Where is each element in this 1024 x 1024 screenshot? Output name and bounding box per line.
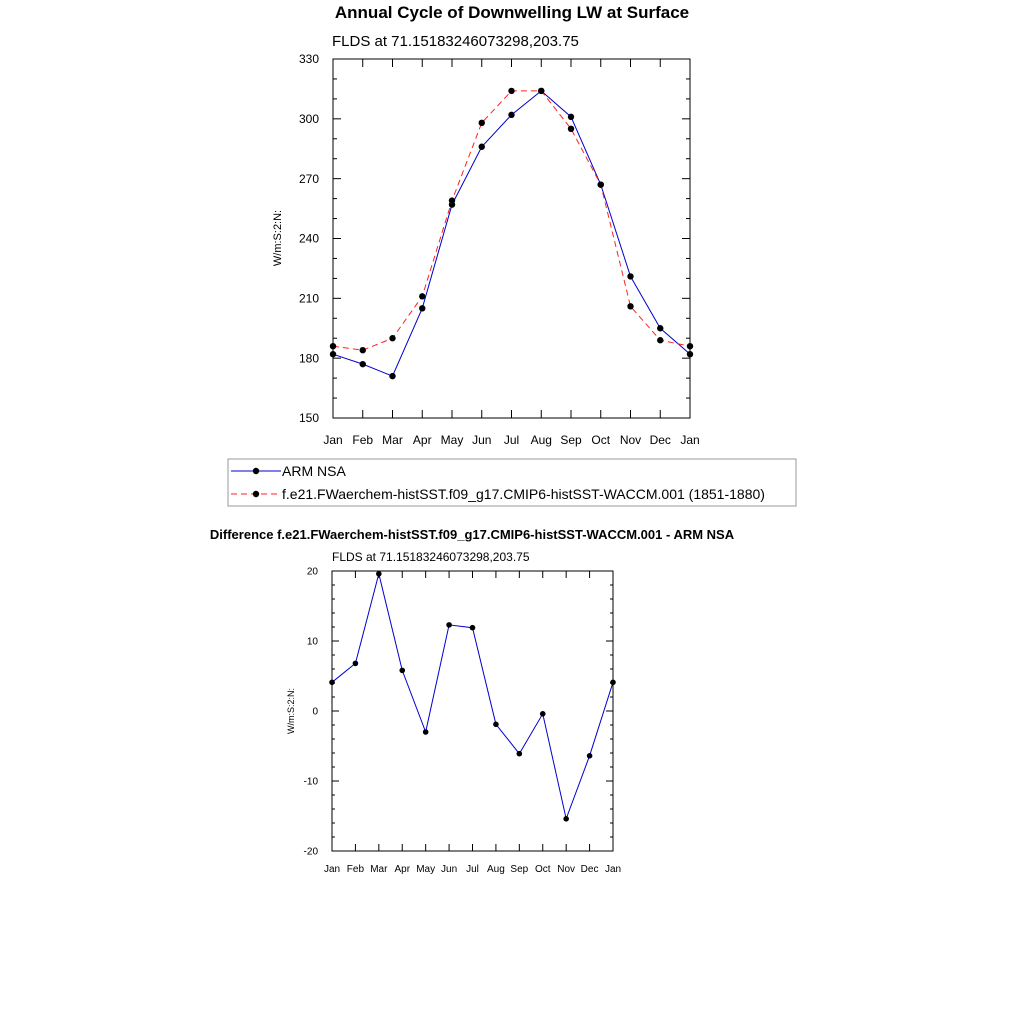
chart2-xtick-label: May xyxy=(416,864,435,875)
chart1-xtick-label: Apr xyxy=(413,433,432,447)
annual-cycle-chart: Annual Cycle of Downwelling LW at Surfac… xyxy=(272,3,700,447)
chart1-xtick-label: Jan xyxy=(323,433,342,447)
chart1-series-1-point xyxy=(508,87,515,95)
chart2-ylabel: W/m:S:2:N: xyxy=(286,688,296,734)
legend-box xyxy=(227,458,797,507)
chart1-xtick-label: Aug xyxy=(531,433,552,447)
chart2-plot-frame xyxy=(331,570,614,852)
legend-label-model: f.e21.FWaerchem-histSST.f09_g17.CMIP6-hi… xyxy=(282,486,765,502)
legend-marker-arm-nsa xyxy=(252,467,260,475)
chart1-series-0-point xyxy=(389,372,396,380)
chart2-ytick-label: 20 xyxy=(307,567,319,578)
difference-chart: Difference f.e21.FWaerchem-histSST.f09_g… xyxy=(210,527,735,875)
chart2-series-0-point xyxy=(516,750,523,757)
chart1-legend: ARM NSA f.e21.FWaerchem-histSST.f09_g17.… xyxy=(227,458,797,507)
chart1-xtick-label: Dec xyxy=(650,433,671,447)
chart2-series-line-0 xyxy=(331,573,614,821)
chart1-series-0-point xyxy=(686,350,694,358)
chart1-series-0-point xyxy=(359,360,366,368)
chart1-series-line-1 xyxy=(332,90,691,351)
chart1-series-1-point xyxy=(627,303,634,310)
chart2-series-0-point xyxy=(329,679,335,686)
chart2-ytick-label: 10 xyxy=(307,637,319,648)
chart2-ytick-label: 0 xyxy=(312,707,318,718)
chart1-subtitle: FLDS at 71.15183246073298,203.75 xyxy=(332,33,579,50)
chart1-xtick-label: Feb xyxy=(352,433,373,447)
chart1-title: Annual Cycle of Downwelling LW at Surfac… xyxy=(335,3,689,22)
chart2-xtick-label: Jan xyxy=(324,864,340,875)
chart1-series-0-point xyxy=(657,325,664,332)
chart1-series-line-0 xyxy=(332,90,691,377)
legend-label-arm-nsa: ARM NSA xyxy=(282,463,346,479)
chart2-series-0-point xyxy=(352,660,359,667)
chart2-xtick-label: Feb xyxy=(347,864,365,875)
chart2-xtick-label: Apr xyxy=(394,864,410,875)
chart1-ytick-label: 270 xyxy=(299,172,319,186)
chart1-series-1-point xyxy=(478,119,485,127)
chart2-ytick-label: -20 xyxy=(304,847,319,858)
chart1-series-1-point xyxy=(538,87,545,95)
chart2-xtick-label: Sep xyxy=(510,864,528,875)
chart1-series-1-point xyxy=(419,293,426,300)
chart2-title: Difference f.e21.FWaerchem-histSST.f09_g… xyxy=(210,527,735,542)
chart1-series-0-point xyxy=(419,305,426,312)
chart1-series-0-point xyxy=(478,143,485,150)
chart2-xtick-label: Jan xyxy=(605,864,621,875)
chart2-series-0-point xyxy=(399,667,406,674)
chart2-xtick-label: Mar xyxy=(370,864,388,875)
chart1-series-1-point xyxy=(597,181,604,188)
chart2-xtick-label: Oct xyxy=(535,864,551,875)
chart1-series-1-point xyxy=(359,346,366,354)
chart1-series-1-point xyxy=(686,343,694,350)
chart1-series-1-point xyxy=(567,125,575,133)
chart1-xtick-label: Nov xyxy=(620,433,641,447)
chart1-ytick-label: 300 xyxy=(299,112,319,126)
chart1-xtick-label: Mar xyxy=(382,433,403,447)
chart1-series-1-point xyxy=(657,337,664,344)
chart2-series-0-point xyxy=(493,721,499,728)
chart2-series-0-point xyxy=(610,679,616,686)
chart1-ytick-label: 150 xyxy=(299,411,319,425)
chart2-series-0-point xyxy=(422,729,429,735)
chart1-series-1-point xyxy=(389,335,396,342)
chart1-xtick-label: Oct xyxy=(591,433,610,447)
chart2-series-0-point xyxy=(469,624,476,631)
chart2-series-0-point xyxy=(446,622,452,628)
chart2-xtick-label: Dec xyxy=(581,864,599,875)
chart2-series-0-point xyxy=(376,571,382,577)
chart1-series-0-point xyxy=(627,273,634,280)
chart1-xtick-label: Jun xyxy=(472,433,491,447)
chart1-xtick-label: May xyxy=(441,433,464,447)
chart1-ytick-label: 240 xyxy=(299,232,319,246)
chart1-ylabel: W/m:S:2:N: xyxy=(272,210,284,266)
chart1-xtick-label: Jan xyxy=(680,433,699,447)
chart2-series-0-point xyxy=(563,816,569,822)
chart1-ytick-label: 210 xyxy=(299,292,319,306)
chart2-xtick-label: Jul xyxy=(466,864,479,875)
chart2-ytick-label: -10 xyxy=(304,777,319,788)
chart2-xtick-label: Jun xyxy=(441,864,457,875)
chart2-xtick-label: Aug xyxy=(487,864,505,875)
chart1-ytick-label: 330 xyxy=(299,52,319,66)
legend-marker-model xyxy=(252,490,260,498)
chart1-ytick-label: 180 xyxy=(299,351,319,365)
chart1-series-1-point xyxy=(448,197,456,204)
chart2-subtitle: FLDS at 71.15183246073298,203.75 xyxy=(332,550,530,564)
chart1-series-0-point xyxy=(329,350,337,358)
chart1-series-0-point xyxy=(508,111,515,119)
chart2-series-0-point xyxy=(539,711,546,717)
chart1-xtick-label: Jul xyxy=(504,433,519,447)
chart1-series-1-point xyxy=(329,343,337,350)
chart2-series-0-point xyxy=(586,753,593,759)
chart1-xtick-label: Sep xyxy=(560,433,582,447)
chart1-series-0-point xyxy=(567,113,575,121)
chart2-xtick-label: Nov xyxy=(557,864,575,875)
